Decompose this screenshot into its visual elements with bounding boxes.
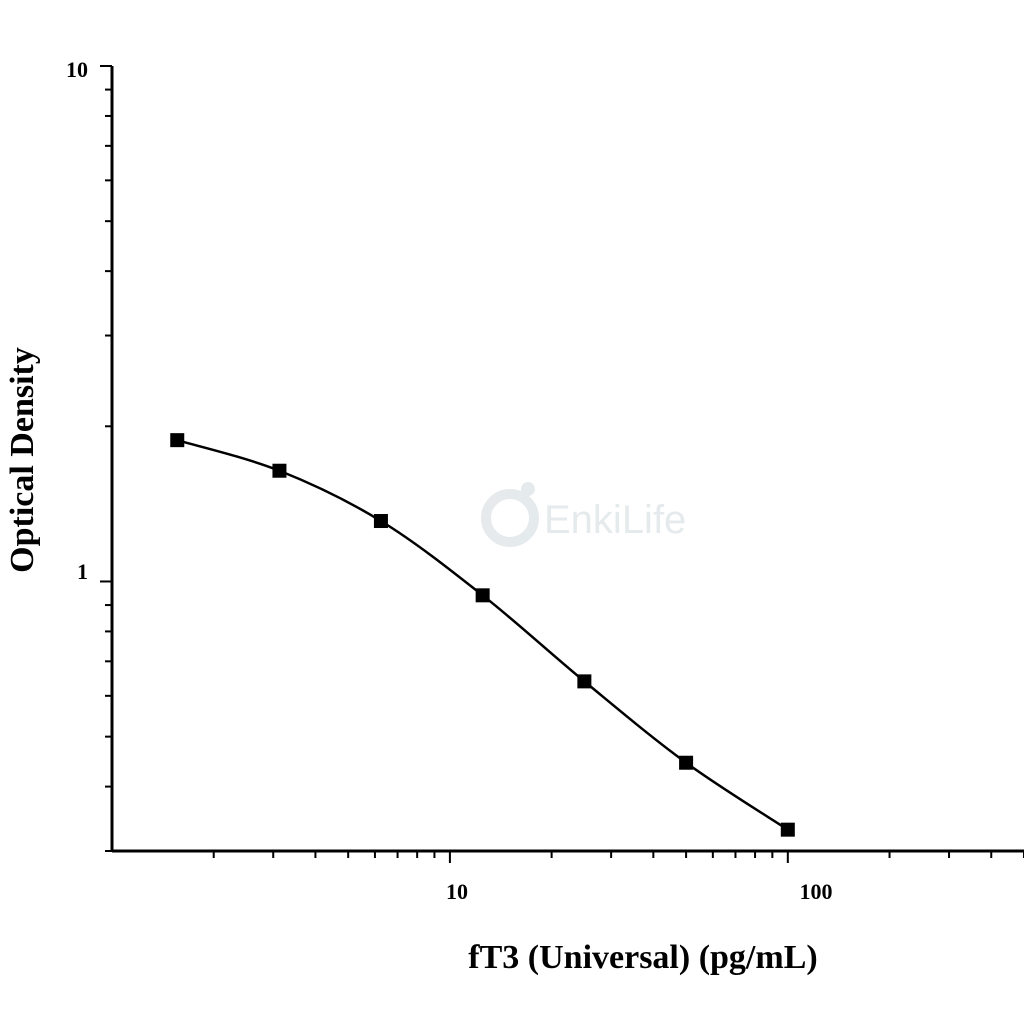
data-point-3 [373, 514, 388, 529]
data-point-1 [170, 433, 185, 448]
y-tick-label-10: 10 [66, 57, 88, 82]
watermark-text: EnkiLife [544, 498, 686, 542]
fit-curve [176, 438, 789, 831]
y-axis-title: Optical Density [4, 347, 41, 573]
x-axis-title: fT3 (Universal) (pg/mL) [468, 939, 817, 976]
data-point-6 [679, 755, 694, 770]
data-points-layer [170, 433, 795, 837]
x-tick-label-100: 100 [800, 879, 833, 904]
data-point-7 [780, 822, 795, 837]
data-point-5 [577, 674, 592, 689]
data-point-2 [272, 463, 287, 478]
data-point-4 [475, 588, 490, 603]
watermark-logo-icon [481, 489, 539, 547]
watermark-logo-dot [521, 482, 535, 496]
watermark-logo: EnkiLife [481, 482, 686, 547]
fit-curve-layer [176, 438, 789, 831]
x-tick-label-10: 10 [446, 879, 468, 904]
axis-ticks [100, 65, 1024, 863]
y-tick-label-1: 1 [77, 559, 88, 584]
